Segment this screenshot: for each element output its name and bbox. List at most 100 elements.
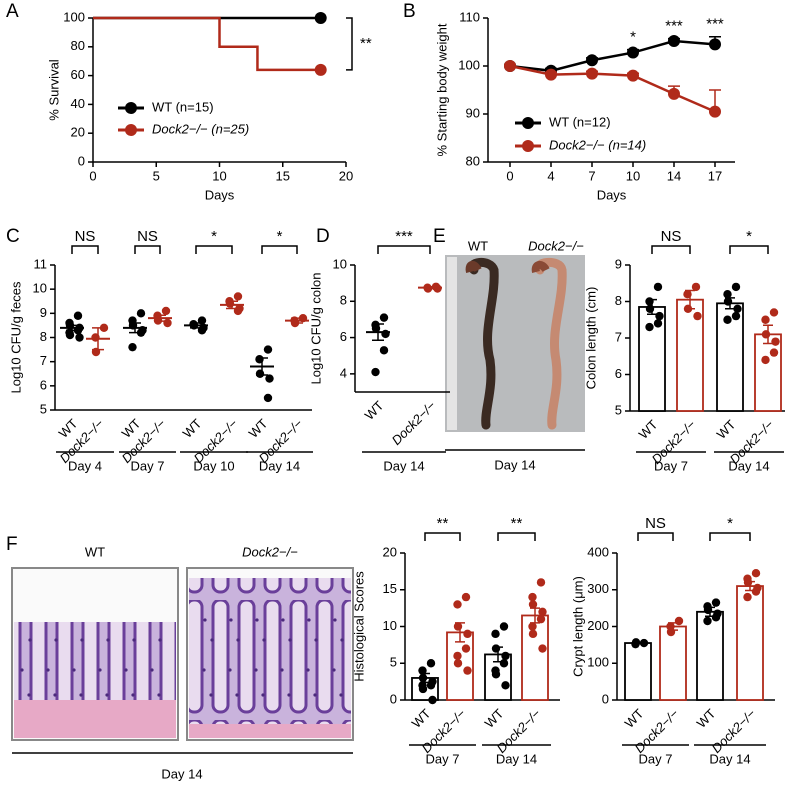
colon-photo: WT Dock2−/− Day 14 <box>445 238 585 472</box>
point <box>528 622 537 631</box>
point <box>528 592 537 602</box>
end-marker <box>314 63 327 76</box>
x-tick-label: 10 <box>212 168 226 183</box>
sem-bar <box>647 298 657 316</box>
group-label: Dock2−/− <box>389 398 439 448</box>
significance-bracket <box>637 532 674 541</box>
point <box>751 569 761 578</box>
bar <box>659 625 687 701</box>
significance: *** <box>706 16 724 33</box>
point <box>653 319 663 328</box>
x-axis-label: Days <box>205 187 235 202</box>
sem-bar <box>763 324 773 345</box>
day-label: Day 14 <box>161 766 202 781</box>
point <box>627 69 639 82</box>
day-label: Day 14 <box>496 751 537 766</box>
day-label: Day 14 <box>383 458 424 473</box>
point <box>709 105 721 118</box>
significance: NS <box>661 228 682 245</box>
day-label: Day 7 <box>639 751 673 766</box>
y-tick-label: 11 <box>34 256 48 271</box>
point <box>73 311 83 320</box>
panel-letter: F <box>6 534 18 555</box>
x-tick-label: 0 <box>89 168 96 183</box>
significance: NS <box>645 515 666 532</box>
day-label: Day 10 <box>193 458 234 473</box>
day-label: Day 14 <box>728 458 769 473</box>
y-axis-label: % Survival <box>46 59 61 121</box>
legend-marker <box>522 117 534 129</box>
y-tick-label: 300 <box>587 581 609 596</box>
y-tick-label: 8 <box>40 329 47 344</box>
point <box>693 311 702 321</box>
point <box>418 684 428 694</box>
point <box>136 309 146 318</box>
day-label: Day 7 <box>131 458 165 473</box>
bar <box>754 333 782 412</box>
y-tick-label: 5 <box>390 655 397 670</box>
point <box>453 600 462 609</box>
y-axis-label: Log10 CFU/g feces <box>8 281 23 394</box>
y-tick-label: 10 <box>383 618 397 633</box>
x-tick-label: 17 <box>708 168 722 183</box>
point <box>263 393 273 403</box>
y-tick-label: 6 <box>340 329 347 344</box>
day-label: Day 14 <box>494 457 535 472</box>
y-tick-label: 20 <box>383 544 397 559</box>
legend-marker <box>125 124 137 136</box>
point <box>645 304 655 313</box>
y-axis-label: Histological Scores <box>351 571 366 682</box>
point <box>653 282 663 292</box>
end-marker <box>314 12 327 24</box>
point <box>128 342 137 352</box>
x-tick-label: 4 <box>547 168 554 183</box>
point <box>674 616 684 626</box>
point <box>711 598 721 607</box>
bar <box>736 585 764 701</box>
y-tick-label: 10 <box>333 256 347 271</box>
point <box>65 330 75 340</box>
sem-bar <box>668 622 678 631</box>
point <box>265 374 274 383</box>
day-label: Day 4 <box>68 458 102 473</box>
y-tick-label: 15 <box>383 581 397 596</box>
point <box>255 369 265 378</box>
significance: *** <box>395 228 413 245</box>
point <box>731 282 741 292</box>
legend-marker <box>125 102 137 114</box>
y-tick-label: 5 <box>615 402 622 417</box>
bar <box>624 642 652 701</box>
image-label: WT <box>85 544 105 559</box>
legend-marker <box>522 140 534 152</box>
y-axis-label: Log10 CFU/g colon <box>308 272 323 384</box>
point <box>461 592 471 602</box>
legend-label: Dock2−/− (n=25) <box>152 121 249 136</box>
day-label: Day 7 <box>654 458 688 473</box>
x-axis-label: Days <box>597 187 627 202</box>
y-tick-label: 0 <box>602 691 609 706</box>
sem-bar <box>725 297 735 310</box>
point <box>709 38 721 51</box>
point <box>761 315 770 324</box>
panel-letter: C <box>6 226 20 247</box>
y-tick-label: 0 <box>78 153 85 168</box>
point <box>639 638 649 648</box>
point <box>504 60 516 72</box>
point <box>263 345 273 354</box>
point <box>761 355 770 365</box>
y-tick-label: 10 <box>33 281 47 296</box>
point <box>538 644 547 653</box>
y-axis-label: % Starting body weight <box>434 23 449 156</box>
significance-bracket <box>134 245 161 254</box>
point <box>655 311 664 321</box>
point <box>461 644 471 653</box>
point <box>769 308 779 317</box>
significance: NS <box>137 228 158 245</box>
y-tick-label: 4 <box>340 365 347 380</box>
significance-bracket <box>424 532 461 541</box>
y-tick-label: 8 <box>615 293 622 308</box>
point <box>491 670 501 679</box>
point <box>691 282 701 292</box>
point <box>703 616 712 626</box>
y-tick-label: 90 <box>466 105 480 120</box>
